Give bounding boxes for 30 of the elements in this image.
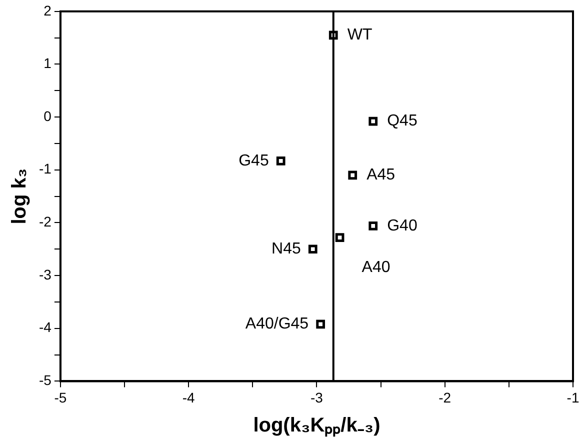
x-tick-label: -5 [54, 389, 67, 406]
y-tick-label: 0 [44, 108, 52, 124]
x-tick-label: -1 [566, 389, 580, 406]
y-tick-label: -2 [38, 214, 52, 230]
x-tick-label: -2 [438, 389, 452, 406]
annotation: WT [347, 26, 372, 44]
annotation: A40/G45 [245, 316, 309, 333]
point [335, 233, 344, 242]
annotation: A45 [366, 166, 396, 184]
y-axis-title: log k₃ [8, 168, 31, 224]
point [368, 221, 378, 230]
annotation: A40 [362, 258, 390, 276]
annotation: Q45 [387, 112, 418, 130]
annotation: G40 [387, 217, 418, 234]
y-tick-label: -4 [38, 319, 52, 336]
y-tick-label: -3 [38, 266, 52, 282]
annotation: G45 [238, 152, 269, 170]
y-tick-label: -5 [38, 372, 52, 388]
annotation: N45 [272, 240, 301, 258]
point [348, 170, 358, 180]
y-tick-label: 1 [44, 55, 52, 72]
y-tick-label: 2 [44, 2, 52, 18]
point [276, 156, 286, 166]
point [368, 116, 378, 126]
point [308, 244, 318, 254]
point [316, 320, 325, 329]
x-tick-label: -4 [182, 389, 196, 406]
x-tick-label: -3 [310, 389, 324, 406]
y-tick-label: -1 [38, 160, 52, 177]
x-axis-title: log(k₃Kₚₚ/k₋₃) [253, 414, 380, 438]
